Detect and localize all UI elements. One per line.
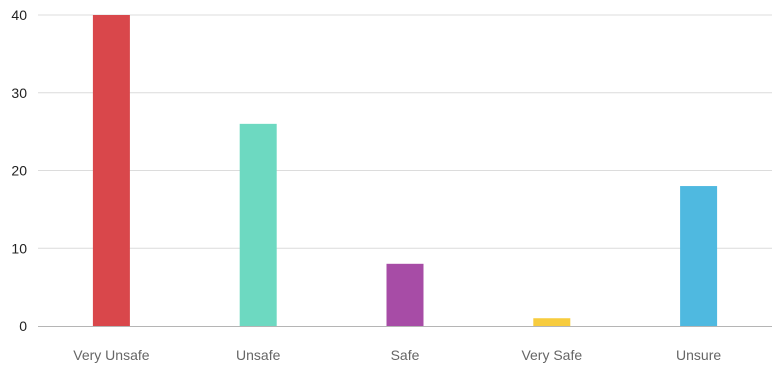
y-axis-tick-labels: 0 10 20 30 40 — [11, 7, 27, 334]
bar-safe — [386, 263, 424, 326]
x-tick-label: Very Safe — [521, 347, 582, 363]
x-axis-tick-labels: Very Unsafe Unsafe Safe Very Safe Unsure — [73, 347, 721, 363]
x-tick-label: Very Unsafe — [73, 347, 149, 363]
y-tick-label: 40 — [11, 7, 27, 23]
x-tick-label: Unsure — [676, 347, 721, 363]
bar-unsafe — [239, 123, 277, 326]
y-tick-label: 30 — [11, 85, 27, 101]
y-tick-label: 10 — [11, 240, 27, 256]
bar-very-safe — [533, 318, 571, 326]
y-tick-label: 0 — [19, 318, 27, 334]
bar-unsure — [680, 186, 718, 326]
x-tick-label: Safe — [391, 347, 420, 363]
gridlines — [38, 14, 772, 249]
bar-very-unsafe — [92, 15, 130, 326]
x-tick-label: Unsafe — [236, 347, 281, 363]
y-tick-label: 20 — [11, 163, 27, 179]
bars — [92, 15, 718, 326]
